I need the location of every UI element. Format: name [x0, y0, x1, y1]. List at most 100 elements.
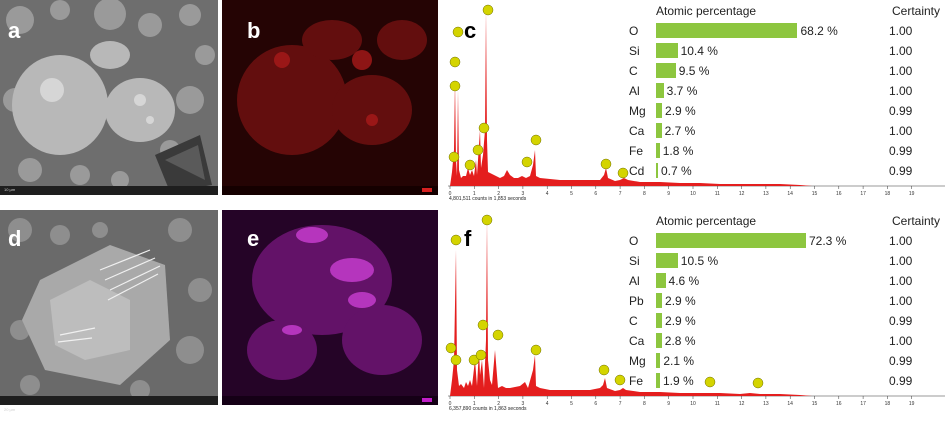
scale-bar-label-d: 20 µm [4, 407, 16, 412]
axis-tick-label: 6 [594, 401, 597, 407]
axis-tick-label: 10 [690, 401, 696, 407]
axis-tick-label: 12 [739, 191, 745, 197]
panel-label-c: c [464, 18, 477, 43]
axis-tick-label: 2 [497, 401, 500, 407]
percentage-value: 10.5 % [680, 254, 719, 268]
axis-tick-label: 6 [594, 191, 597, 197]
certainty-value: 1.00 [889, 294, 913, 308]
panel-label-a: a [8, 18, 21, 43]
certainty-value: 0.99 [889, 314, 913, 328]
element-symbol: Ca [629, 334, 645, 348]
panel-label-d: d [8, 226, 22, 251]
axis-tick-label: 11 [715, 191, 720, 197]
table-row: Cd 0.7 % 0.99 [629, 162, 945, 180]
figure-row-2: 20 µm d e 0 1 2 3 4 5 6 7 8 9 10 11 12 13 14 15 16 17 18 19 [0, 210, 945, 418]
certainty-value: 1.00 [889, 84, 913, 98]
table-row: Mg 2.1 % 0.99 [629, 352, 945, 370]
element-symbol: O [629, 234, 639, 248]
certainty-value: 0.99 [889, 144, 913, 158]
axis-tick-label: 13 [763, 401, 769, 407]
table-row: C 2.9 % 0.99 [629, 312, 945, 330]
certainty-value: 1.00 [889, 334, 913, 348]
table-row: Fe 1.9 % 0.99 [629, 372, 945, 390]
percentage-value: 2.8 % [664, 334, 696, 348]
percentage-bar [656, 333, 662, 348]
percentage-value: 10.4 % [680, 44, 718, 58]
table-row: Ca 2.7 % 1.00 [629, 122, 945, 140]
certainty-value: 1.00 [889, 234, 913, 248]
percentage-value: 0.7 % [661, 164, 692, 178]
certainty-value: 1.00 [889, 44, 913, 58]
axis-tick-label: 4 [546, 401, 549, 407]
eds-map-b [222, 0, 438, 195]
element-symbol: Ca [629, 124, 645, 138]
panel-label-e: e [247, 226, 260, 251]
counts-text-f: 6,357,890 counts in 1,863 seconds [449, 406, 527, 412]
certainty-value: 0.99 [889, 374, 913, 388]
element-symbol: Pb [629, 294, 644, 308]
eds-map-e [222, 210, 438, 405]
percentage-bar [656, 163, 658, 178]
axis-tick-label: 9 [667, 401, 670, 407]
axis-tick-label: 18 [885, 191, 891, 197]
axis-tick-label: 8 [643, 191, 646, 197]
percentage-bar [656, 83, 664, 98]
panel-label-b: b [247, 18, 261, 43]
axis-tick-label: 19 [909, 401, 915, 407]
percentage-value: 1.9 % [662, 374, 694, 388]
percentage-bar [656, 23, 798, 38]
percentage-value: 68.2 % [800, 24, 838, 38]
percentage-bar [656, 233, 806, 248]
element-symbol: Fe [629, 374, 644, 388]
percentage-bar [656, 273, 666, 288]
axis-tick-label: 7 [619, 401, 622, 407]
element-symbol: Cd [629, 164, 645, 178]
axis-tick-label: 14 [787, 191, 793, 197]
table-row: Al 4.6 % 1.00 [629, 272, 945, 290]
percentage-bar [656, 353, 661, 368]
percentage-value: 4.6 % [668, 274, 700, 288]
axis-tick-label: 3 [522, 191, 525, 197]
percentage-bar [656, 143, 660, 158]
axis-tick-label: 5 [570, 191, 573, 197]
certainty-header: Certainty [892, 214, 941, 228]
percentage-value: 3.7 % [666, 84, 698, 98]
certainty-value: 0.99 [889, 164, 913, 178]
element-symbol: Mg [629, 104, 646, 118]
certainty-value: 1.00 [889, 24, 913, 38]
axis-tick-label: 4 [546, 191, 549, 197]
certainty-value: 0.99 [889, 104, 913, 118]
certainty-value: 1.00 [889, 64, 913, 78]
percentage-value: 9.5 % [678, 64, 710, 78]
table-row: Si 10.4 % 1.00 [629, 42, 945, 60]
percentage-bar [656, 103, 663, 118]
axis-tick-label: 15 [812, 191, 818, 197]
percentage-bar [656, 313, 663, 328]
axis-tick-label: 10 [690, 191, 696, 197]
panel-label-f: f [464, 226, 472, 251]
element-symbol: Al [629, 274, 640, 288]
table-row: Ca 2.8 % 1.00 [629, 332, 945, 350]
sem-image-d [0, 210, 218, 405]
atomic-percentage-header: Atomic percentage [656, 214, 757, 228]
figure-row-1: 10 µm a b 0 1 2 3 4 5 6 7 8 9 10 11 12 13 14 15 16 17 18 19 [0, 0, 945, 208]
axis-tick-label: 5 [570, 401, 573, 407]
certainty-value: 1.00 [889, 124, 913, 138]
axis-tick-label: 16 [836, 401, 842, 407]
axis-tick-label: 15 [812, 401, 818, 407]
percentage-bar [656, 373, 660, 388]
element-symbol: C [629, 64, 638, 78]
table-row: Mg 2.9 % 0.99 [629, 102, 945, 120]
table-row: C 9.5 % 1.00 [629, 62, 945, 80]
percentage-value: 72.3 % [809, 234, 847, 248]
percentage-value: 2.9 % [665, 104, 696, 118]
percentage-value: 2.9 % [665, 314, 696, 328]
axis-tick-label: 2 [497, 191, 500, 197]
eds-spectrum-c: 0 1 2 3 4 5 6 7 8 9 10 11 12 13 14 15 16 17 18 19 [440, 0, 945, 208]
counts-text-c: 4,801,511 counts in 1,853 seconds [449, 196, 527, 202]
table-row: Pb 2.9 % 1.00 [629, 292, 945, 310]
percentage-bar [656, 43, 678, 58]
table-row: Fe 1.8 % 0.99 [629, 142, 945, 160]
axis-tick-label: 1 [473, 191, 476, 197]
element-symbol: Fe [629, 144, 644, 158]
